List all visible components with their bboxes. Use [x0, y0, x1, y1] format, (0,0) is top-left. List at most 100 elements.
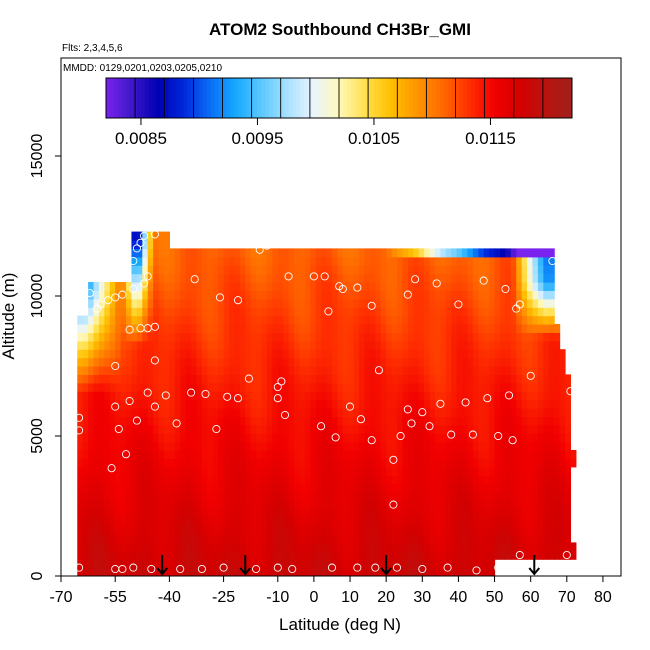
field-cell	[223, 559, 230, 569]
field-cell	[494, 525, 501, 535]
field-cell	[494, 458, 501, 468]
field-cell	[364, 550, 371, 560]
field-cell	[142, 517, 149, 527]
field-cell	[201, 340, 208, 350]
colorbar-cell	[568, 78, 573, 118]
field-cell	[527, 349, 534, 359]
field-cell	[331, 382, 338, 392]
field-cell	[326, 298, 333, 308]
field-cell	[321, 475, 328, 485]
field-cell	[261, 534, 268, 543]
field-cell	[196, 290, 203, 300]
field-cell	[126, 508, 133, 518]
field-cell	[315, 366, 322, 375]
field-cell	[548, 248, 555, 258]
field-cell	[369, 256, 376, 266]
field-cell	[158, 282, 165, 291]
colorbar-cell	[175, 78, 181, 118]
field-cell	[88, 298, 95, 308]
field-cell	[294, 550, 301, 560]
field-cell	[467, 567, 474, 576]
field-cell	[407, 508, 414, 518]
field-cell	[109, 366, 116, 375]
field-cell	[472, 424, 479, 434]
field-cell	[375, 475, 382, 485]
field-cell	[180, 458, 187, 468]
field-cell	[369, 466, 376, 476]
field-cell	[131, 408, 138, 417]
field-cell	[229, 307, 236, 317]
field-cell	[288, 332, 295, 342]
field-cell	[266, 324, 273, 333]
field-cell	[304, 542, 311, 552]
field-cell	[88, 366, 95, 375]
field-cell	[326, 408, 333, 417]
sample-point	[277, 377, 286, 386]
field-cell	[364, 290, 371, 300]
field-cell	[234, 433, 241, 443]
field-cell	[191, 567, 198, 576]
field-cell	[185, 349, 192, 359]
field-cell	[407, 492, 414, 501]
sample-point	[562, 550, 571, 560]
field-cell	[261, 508, 268, 518]
field-cell	[375, 433, 382, 443]
field-cell	[478, 567, 485, 576]
field-cell	[266, 450, 273, 459]
field-cell	[402, 340, 409, 350]
field-cell	[407, 466, 414, 476]
field-cell	[445, 559, 452, 569]
field-cell	[429, 408, 436, 417]
field-cell	[364, 483, 371, 493]
field-cell	[424, 517, 431, 527]
field-cell	[294, 466, 301, 476]
field-cell	[462, 517, 469, 527]
field-cell	[321, 374, 328, 384]
field-cell	[315, 483, 322, 493]
colorbar-cell	[109, 78, 115, 118]
field-cell	[348, 374, 355, 384]
field-cell	[331, 508, 338, 518]
field-cell	[499, 290, 506, 300]
field-cell	[559, 466, 566, 476]
field-cell	[527, 315, 534, 325]
field-cell	[451, 525, 458, 535]
field-cell	[407, 550, 414, 560]
field-cell	[543, 357, 550, 367]
field-cell	[321, 559, 328, 569]
field-cell	[331, 256, 338, 266]
field-cell	[462, 248, 469, 258]
colorbar-cell	[113, 78, 119, 118]
field-cell	[261, 450, 268, 459]
field-cell	[294, 290, 301, 300]
field-cell	[391, 357, 398, 367]
field-cell	[342, 248, 349, 258]
field-cell	[424, 466, 431, 476]
field-cell	[261, 416, 268, 426]
field-cell	[169, 357, 176, 367]
field-cell	[142, 332, 149, 342]
field-cell	[131, 399, 138, 409]
field-cell	[467, 315, 474, 325]
colorbar-cell	[467, 78, 472, 118]
field-cell	[207, 433, 214, 443]
field-cell	[283, 433, 290, 443]
field-cell	[180, 559, 187, 569]
field-cell	[120, 408, 127, 417]
field-cell	[174, 332, 181, 342]
field-cell	[266, 340, 273, 350]
field-cell	[88, 282, 95, 291]
field-cell	[337, 542, 344, 552]
field-cell	[429, 567, 436, 576]
field-cell	[402, 273, 409, 283]
field-cell	[109, 458, 116, 468]
field-cell	[467, 500, 474, 510]
field-cell	[462, 282, 469, 291]
field-cell	[261, 349, 268, 359]
field-cell	[212, 441, 219, 451]
field-cell	[369, 399, 376, 409]
field-cell	[548, 408, 555, 417]
field-cell	[532, 349, 539, 359]
field-cell	[402, 450, 409, 459]
field-cell	[527, 374, 534, 384]
